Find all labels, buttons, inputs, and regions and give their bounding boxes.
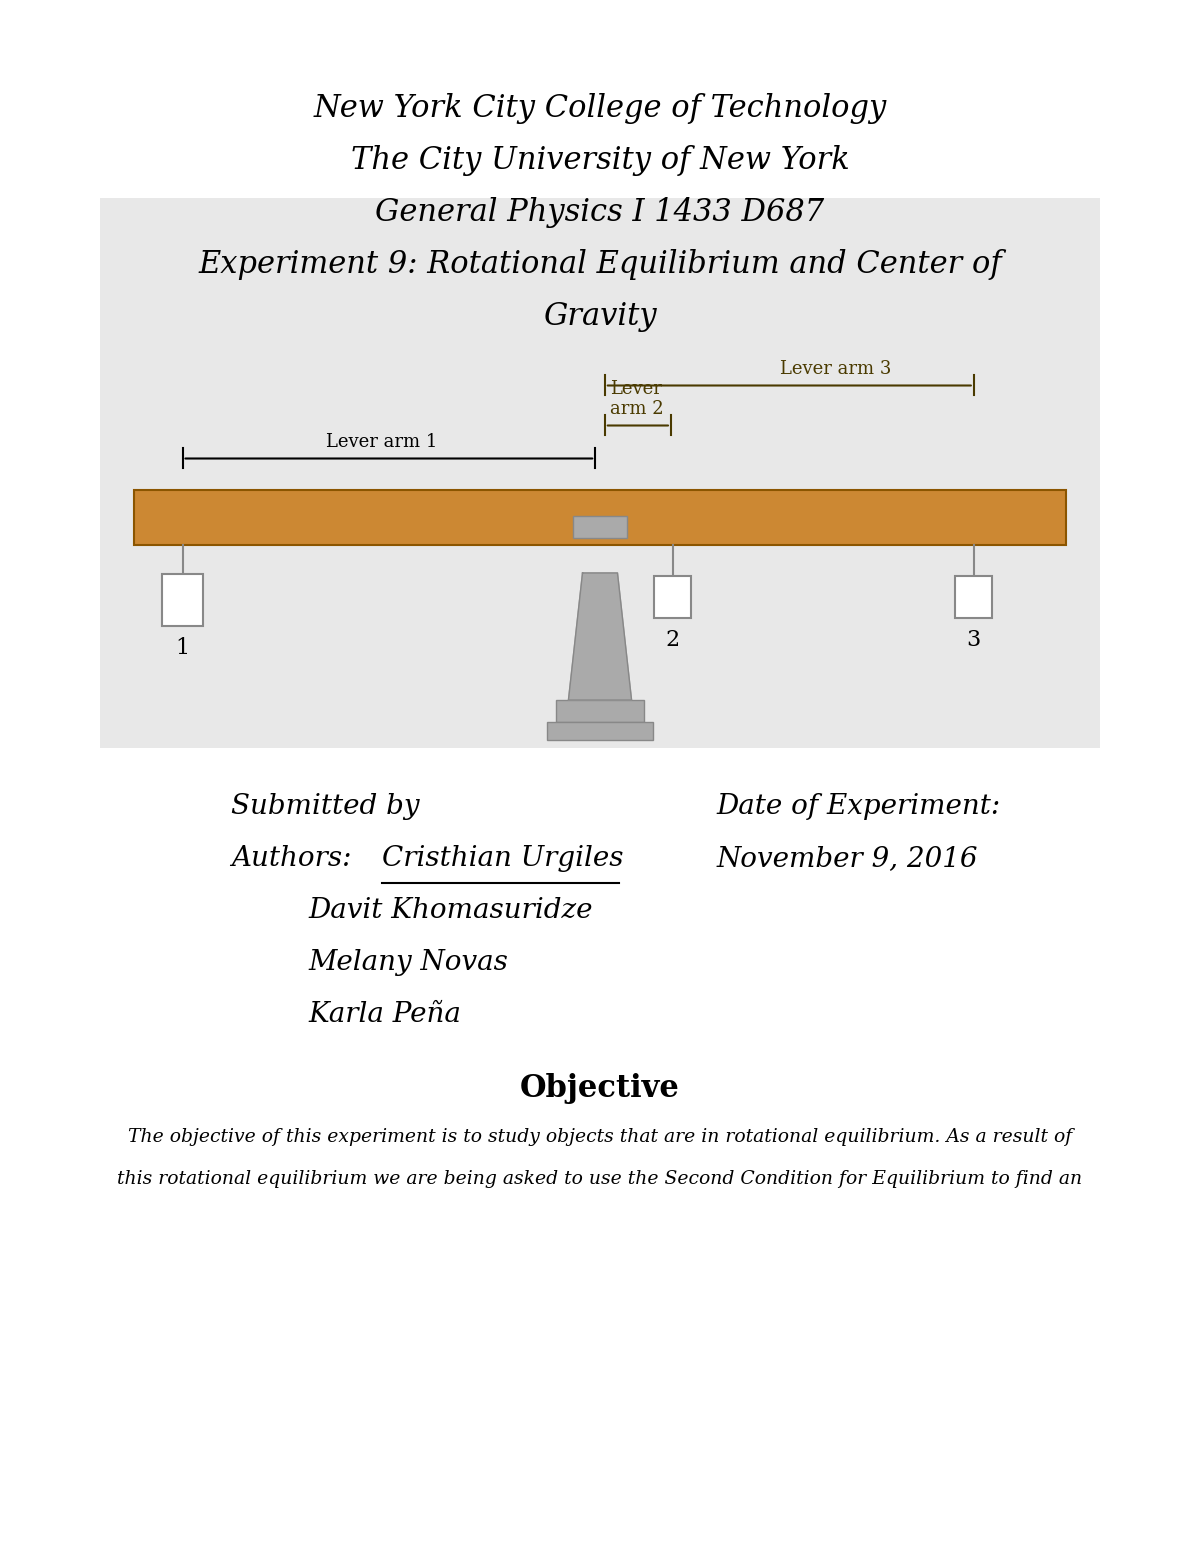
FancyBboxPatch shape [134, 491, 1066, 545]
Text: Gravity: Gravity [544, 301, 656, 332]
Text: Authors:: Authors: [232, 845, 360, 871]
Text: Melany Novas: Melany Novas [308, 949, 509, 975]
Text: Submitted by: Submitted by [232, 794, 420, 820]
Text: Cristhian Urgiles: Cristhian Urgiles [382, 845, 623, 871]
Text: 2: 2 [666, 629, 680, 652]
FancyBboxPatch shape [557, 700, 643, 722]
Text: Lever
arm 2: Lever arm 2 [610, 379, 664, 418]
FancyBboxPatch shape [955, 576, 992, 618]
FancyBboxPatch shape [654, 576, 691, 618]
Text: Experiment 9: Rotational Equilibrium and Center of: Experiment 9: Rotational Equilibrium and… [198, 248, 1002, 280]
Polygon shape [569, 573, 631, 700]
FancyBboxPatch shape [162, 573, 203, 626]
Text: 1: 1 [175, 637, 190, 660]
Text: Objective: Objective [520, 1073, 680, 1104]
FancyBboxPatch shape [100, 197, 1100, 749]
Text: General Physics I 1433 D687: General Physics I 1433 D687 [376, 197, 824, 228]
Text: New York City College of Technology: New York City College of Technology [313, 93, 887, 124]
FancyBboxPatch shape [547, 722, 653, 739]
Text: The City University of New York: The City University of New York [350, 144, 850, 175]
FancyBboxPatch shape [574, 516, 626, 537]
Text: November 9, 2016: November 9, 2016 [716, 845, 978, 871]
Text: Lever arm 1: Lever arm 1 [326, 433, 437, 452]
Text: Davit Khomasuridze: Davit Khomasuridze [308, 898, 593, 924]
Text: Karla Peña: Karla Peña [308, 1002, 462, 1028]
Text: Date of Experiment:: Date of Experiment: [716, 794, 1001, 820]
Text: this rotational equilibrium we are being asked to use the Second Condition for E: this rotational equilibrium we are being… [118, 1169, 1082, 1188]
Text: 3: 3 [967, 629, 980, 652]
Text: Lever arm 3: Lever arm 3 [780, 360, 892, 379]
Text: The objective of this experiment is to study objects that are in rotational equi: The objective of this experiment is to s… [128, 1127, 1072, 1146]
